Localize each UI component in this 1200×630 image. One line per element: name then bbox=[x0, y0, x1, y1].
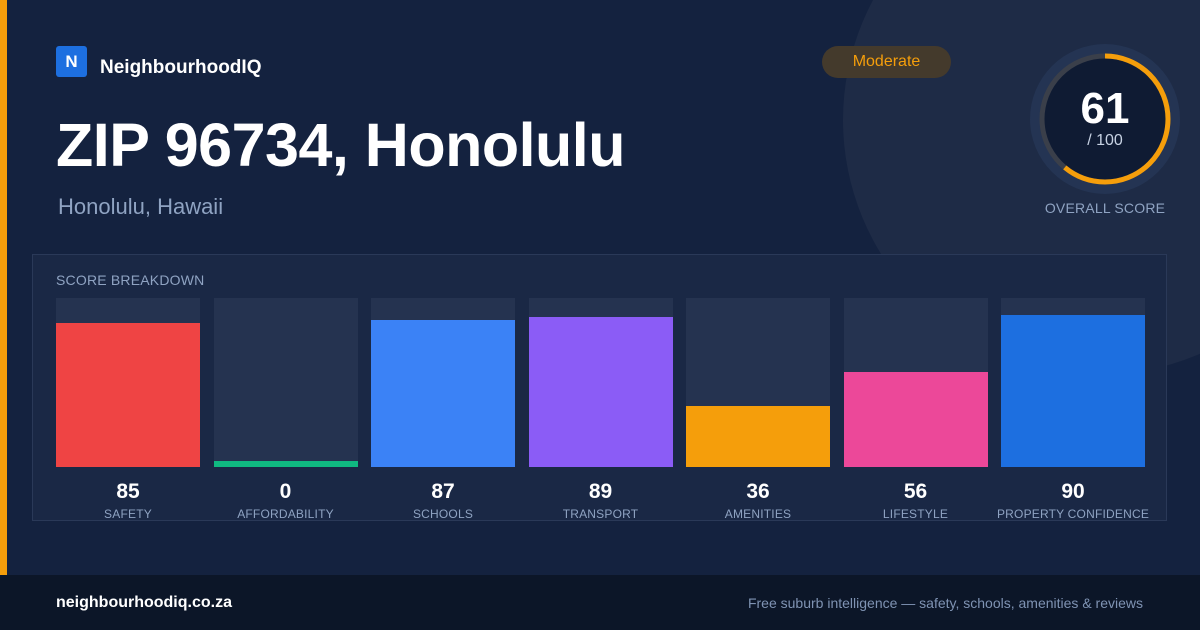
bar-category-label: LIFESTYLE bbox=[882, 507, 949, 521]
bar-column-schools: 87 SCHOOLS bbox=[371, 298, 515, 521]
brand[interactable]: N NeighbourhoodIQ bbox=[56, 46, 262, 78]
score-breakdown-title: SCORE BREAKDOWN bbox=[56, 272, 205, 288]
bar bbox=[686, 406, 830, 467]
footer: neighbourhoodiq.co.za Free suburb intell… bbox=[0, 575, 1200, 630]
accent-stripe bbox=[0, 0, 7, 575]
bar-track bbox=[1001, 298, 1145, 467]
bar bbox=[1001, 315, 1145, 467]
bar bbox=[213, 461, 358, 467]
bar-column-affordability: 0 AFFORDABILITY bbox=[213, 298, 358, 521]
bar-column-property-confidence: 90 PROPERTY CONFIDENCE bbox=[997, 298, 1149, 521]
bar-value-label: 0 bbox=[279, 480, 292, 503]
bar-track bbox=[56, 298, 200, 467]
bar bbox=[843, 372, 988, 467]
bar-value-label: 56 bbox=[903, 480, 928, 503]
bar-track bbox=[528, 298, 673, 467]
bar-category-label: TRANSPORT bbox=[562, 507, 639, 521]
bar-value-label: 89 bbox=[588, 480, 613, 503]
bar-category-label: PROPERTY CONFIDENCE bbox=[996, 507, 1150, 521]
footer-tagline: Free suburb intelligence — safety, schoo… bbox=[747, 595, 1143, 611]
bar bbox=[56, 323, 200, 467]
score-ring bbox=[1030, 44, 1180, 194]
bar-track bbox=[371, 298, 515, 467]
bar-value-label: 90 bbox=[1061, 480, 1085, 503]
location-subtitle: Honolulu, Hawaii bbox=[58, 194, 224, 219]
score-breakdown-panel: SCORE BREAKDOWN 85 SAFETY 0 AFFORDABILITY 87… bbox=[32, 254, 1167, 521]
bar-column-lifestyle: 56 LIFESTYLE bbox=[843, 298, 988, 521]
bar-category-label: AMENITIES bbox=[724, 507, 792, 521]
bar-value-label: 87 bbox=[431, 480, 455, 503]
brand-logo-icon: N bbox=[56, 46, 87, 77]
bar-column-amenities: 36 AMENITIES bbox=[686, 298, 830, 521]
rating-badge: Moderate bbox=[822, 46, 951, 78]
overall-score-label: OVERALL SCORE bbox=[1044, 200, 1166, 216]
brand-name: NeighbourhoodIQ bbox=[100, 56, 262, 78]
bar-value-label: 36 bbox=[746, 480, 770, 503]
score-ring-inner bbox=[1044, 58, 1166, 180]
bar-category-label: AFFORDABILITY bbox=[237, 507, 334, 521]
page-title: ZIP 96734, Honolulu bbox=[56, 111, 626, 179]
bar-track bbox=[213, 298, 358, 467]
bar-track bbox=[686, 298, 830, 467]
bar-category-label: SAFETY bbox=[104, 507, 152, 521]
bar-value-label: 85 bbox=[116, 480, 140, 503]
bar bbox=[528, 317, 673, 467]
score-ring-arc bbox=[1039, 53, 1171, 185]
overall-score-max: / 100 bbox=[1087, 132, 1123, 149]
bar-column-safety: 85 SAFETY bbox=[56, 298, 200, 521]
bar bbox=[371, 320, 515, 467]
bar-track bbox=[843, 298, 988, 467]
bar-column-transport: 89 TRANSPORT bbox=[528, 298, 673, 521]
bar-category-label: SCHOOLS bbox=[412, 507, 474, 521]
footer-domain-link[interactable]: neighbourhoodiq.co.za bbox=[56, 594, 232, 611]
overall-score-value: 61 bbox=[1080, 84, 1130, 133]
